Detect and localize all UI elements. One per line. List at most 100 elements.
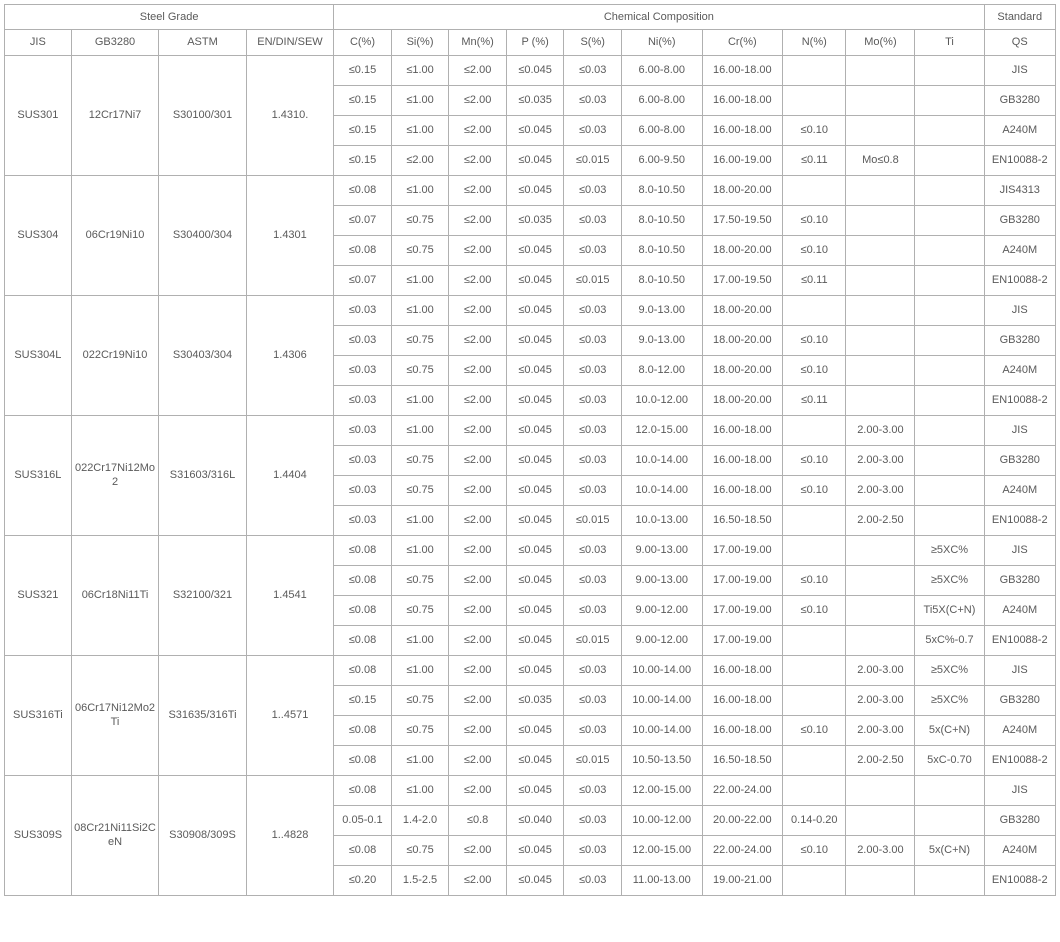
- cell-p: ≤0.045: [506, 115, 564, 145]
- cell-p: ≤0.045: [506, 385, 564, 415]
- cell-s: ≤0.03: [564, 385, 622, 415]
- cell-p: ≤0.045: [506, 265, 564, 295]
- cell-mn: ≤2.00: [449, 115, 507, 145]
- cell-p: ≤0.045: [506, 625, 564, 655]
- cell-ti: [915, 505, 984, 535]
- cell-c: ≤0.20: [334, 865, 392, 895]
- cell-n: ≤0.10: [783, 235, 846, 265]
- cell-ni: 6.00-8.00: [621, 85, 702, 115]
- cell-n: [783, 55, 846, 85]
- cell-c: ≤0.08: [334, 715, 392, 745]
- cell-ni: 10.00-12.00: [621, 805, 702, 835]
- cell-si: ≤1.00: [391, 535, 449, 565]
- cell-s: ≤0.03: [564, 115, 622, 145]
- cell-ni: 10.50-13.50: [621, 745, 702, 775]
- cell-c: ≤0.08: [334, 535, 392, 565]
- cell-cr: 16.50-18.50: [702, 745, 783, 775]
- cell-ti: ≥5XC%: [915, 535, 984, 565]
- cell-si: ≤0.75: [391, 715, 449, 745]
- grade-cell-gb: 06Cr17Ni12Mo2Ti: [71, 655, 158, 775]
- cell-ni: 10.00-14.00: [621, 655, 702, 685]
- cell-mo: [846, 115, 915, 145]
- cell-s: ≤0.03: [564, 595, 622, 625]
- cell-c: ≤0.03: [334, 385, 392, 415]
- cell-c: ≤0.07: [334, 205, 392, 235]
- cell-cr: 16.00-18.00: [702, 55, 783, 85]
- cell-ti: 5x(C+N): [915, 715, 984, 745]
- grade-cell-astm: S31635/316Ti: [159, 655, 246, 775]
- cell-s: ≤0.03: [564, 685, 622, 715]
- cell-qs: A240M: [984, 835, 1056, 865]
- grade-cell-astm: S30908/309S: [159, 775, 246, 895]
- cell-p: ≤0.045: [506, 355, 564, 385]
- cell-ni: 12.00-15.00: [621, 775, 702, 805]
- cell-n: [783, 655, 846, 685]
- table-row: SUS30406Cr19Ni10S30400/3041.4301≤0.08≤1.…: [5, 175, 1056, 205]
- cell-qs: A240M: [984, 595, 1056, 625]
- cell-qs: A240M: [984, 475, 1056, 505]
- cell-p: ≤0.045: [506, 445, 564, 475]
- cell-mo: [846, 775, 915, 805]
- cell-ti: ≥5XC%: [915, 685, 984, 715]
- cell-ti: ≥5XC%: [915, 655, 984, 685]
- cell-ti: [915, 55, 984, 85]
- cell-n: ≤0.10: [783, 835, 846, 865]
- header-group-steel-grade: Steel Grade: [5, 5, 334, 30]
- cell-si: ≤0.75: [391, 235, 449, 265]
- cell-n: [783, 865, 846, 895]
- cell-mn: ≤2.00: [449, 625, 507, 655]
- cell-n: ≤0.10: [783, 205, 846, 235]
- cell-ni: 9.0-13.00: [621, 325, 702, 355]
- grade-cell-jis: SUS316L: [5, 415, 72, 535]
- col-n: N(%): [783, 30, 846, 55]
- table-body: SUS30112Cr17Ni7S30100/3011.4310.≤0.15≤1.…: [5, 55, 1056, 895]
- cell-n: [783, 775, 846, 805]
- cell-mn: ≤2.00: [449, 865, 507, 895]
- cell-si: ≤1.00: [391, 625, 449, 655]
- cell-ti: [915, 175, 984, 205]
- cell-ni: 8.0-10.50: [621, 235, 702, 265]
- cell-c: ≤0.03: [334, 355, 392, 385]
- cell-n: ≤0.11: [783, 265, 846, 295]
- cell-qs: JIS: [984, 55, 1056, 85]
- cell-c: ≤0.03: [334, 295, 392, 325]
- grade-cell-jis: SUS301: [5, 55, 72, 175]
- cell-mo: [846, 565, 915, 595]
- cell-p: ≤0.045: [506, 145, 564, 175]
- cell-n: ≤0.10: [783, 355, 846, 385]
- cell-ni: 8.0-10.50: [621, 265, 702, 295]
- grade-cell-en: 1.4306: [246, 295, 333, 415]
- cell-si: ≤1.00: [391, 505, 449, 535]
- cell-cr: 22.00-24.00: [702, 775, 783, 805]
- cell-p: ≤0.035: [506, 685, 564, 715]
- cell-mo: [846, 295, 915, 325]
- cell-n: [783, 505, 846, 535]
- cell-mn: ≤2.00: [449, 715, 507, 745]
- cell-qs: JIS: [984, 295, 1056, 325]
- cell-mo: 2.00-3.00: [846, 415, 915, 445]
- cell-ti: [915, 445, 984, 475]
- cell-qs: A240M: [984, 115, 1056, 145]
- cell-qs: GB3280: [984, 445, 1056, 475]
- cell-qs: EN10088-2: [984, 265, 1056, 295]
- cell-s: ≤0.03: [564, 445, 622, 475]
- cell-ti: [915, 355, 984, 385]
- cell-ti: Ti5X(C+N): [915, 595, 984, 625]
- cell-qs: JIS4313: [984, 175, 1056, 205]
- cell-si: 1.5-2.5: [391, 865, 449, 895]
- grade-cell-jis: SUS316Ti: [5, 655, 72, 775]
- cell-qs: EN10088-2: [984, 865, 1056, 895]
- cell-s: ≤0.03: [564, 805, 622, 835]
- cell-mo: 2.00-3.00: [846, 685, 915, 715]
- cell-c: ≤0.03: [334, 445, 392, 475]
- cell-si: ≤0.75: [391, 325, 449, 355]
- cell-mo: 2.00-3.00: [846, 835, 915, 865]
- cell-ti: 5xC-0.70: [915, 745, 984, 775]
- col-jis: JIS: [5, 30, 72, 55]
- cell-n: [783, 625, 846, 655]
- cell-mo: 2.00-2.50: [846, 745, 915, 775]
- cell-ti: [915, 865, 984, 895]
- grade-cell-en: 1.4301: [246, 175, 333, 295]
- grade-cell-jis: SUS304L: [5, 295, 72, 415]
- cell-c: ≤0.08: [334, 565, 392, 595]
